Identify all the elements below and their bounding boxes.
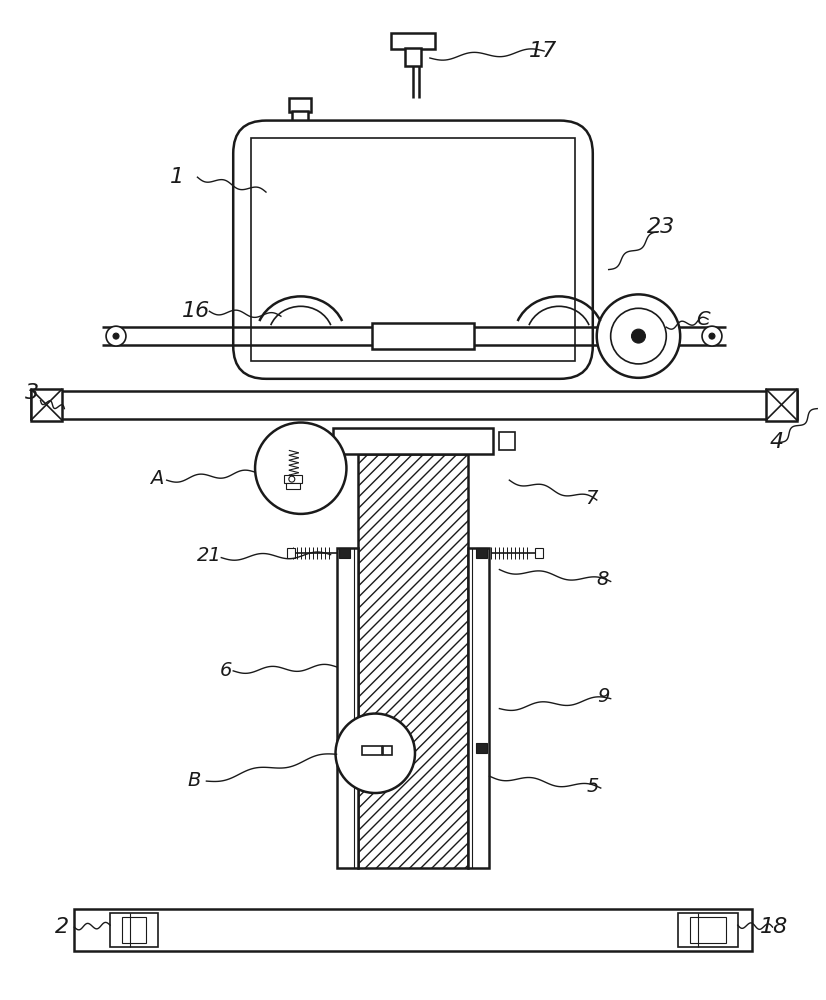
Bar: [31, 389, 63, 421]
Bar: [476, 548, 487, 558]
Bar: [476, 743, 487, 753]
Text: 8: 8: [596, 570, 609, 589]
Text: 21: 21: [197, 546, 221, 565]
Text: 2: 2: [55, 917, 69, 937]
Bar: [284, 475, 301, 483]
Text: 3: 3: [25, 383, 39, 403]
Bar: [292, 111, 308, 121]
Bar: [373, 323, 473, 349]
Bar: [535, 548, 544, 558]
Text: B: B: [188, 771, 201, 790]
Circle shape: [335, 714, 415, 793]
Bar: [691, 917, 726, 943]
Text: 1: 1: [169, 167, 183, 187]
Bar: [392, 33, 434, 49]
Text: 5: 5: [586, 777, 599, 796]
Text: 16: 16: [182, 301, 210, 321]
Bar: [678, 913, 738, 947]
Text: 6: 6: [220, 661, 231, 680]
Bar: [363, 746, 382, 755]
Bar: [333, 428, 493, 454]
Circle shape: [610, 308, 667, 364]
Circle shape: [106, 326, 126, 346]
Text: C: C: [696, 310, 710, 329]
Bar: [287, 548, 295, 558]
Circle shape: [289, 476, 295, 482]
Circle shape: [113, 333, 119, 339]
FancyBboxPatch shape: [233, 121, 593, 379]
Bar: [358, 454, 468, 868]
Bar: [289, 98, 311, 112]
Bar: [31, 391, 797, 419]
Text: 18: 18: [760, 917, 788, 937]
Circle shape: [632, 329, 645, 343]
Text: 7: 7: [585, 489, 597, 508]
Bar: [251, 138, 575, 361]
Circle shape: [596, 294, 680, 378]
Bar: [122, 917, 146, 943]
Circle shape: [255, 423, 346, 514]
Bar: [336, 548, 358, 868]
Bar: [286, 483, 300, 489]
Bar: [383, 746, 392, 755]
Text: A: A: [150, 469, 164, 488]
Bar: [339, 548, 350, 558]
Text: 4: 4: [770, 432, 784, 452]
Bar: [500, 432, 515, 450]
Text: 23: 23: [647, 217, 675, 237]
Text: 9: 9: [596, 687, 609, 706]
Bar: [339, 743, 350, 753]
Text: 17: 17: [529, 41, 558, 61]
Bar: [468, 548, 490, 868]
Bar: [110, 913, 158, 947]
Bar: [766, 389, 797, 421]
Circle shape: [709, 333, 715, 339]
Circle shape: [702, 326, 722, 346]
Bar: [405, 48, 421, 66]
Bar: [74, 909, 752, 951]
